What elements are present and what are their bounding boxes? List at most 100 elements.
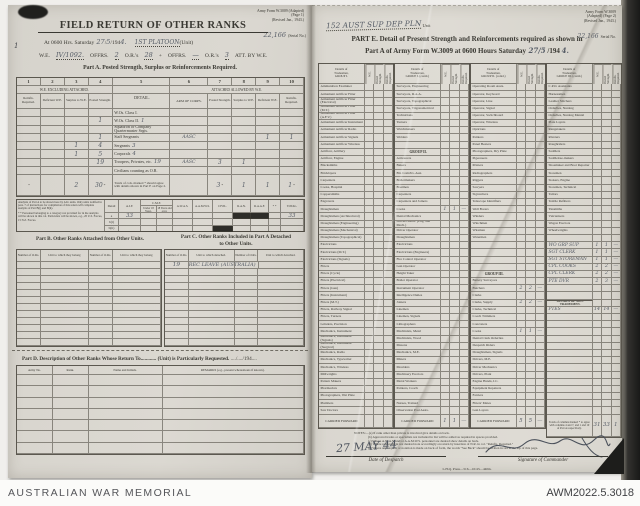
trade-value-cell [535,335,546,343]
despatch-label: Date of Despatch [368,458,404,463]
trade-row: PTES 14 14— [547,306,622,314]
bc-num-cell2 [89,311,113,318]
trade-value-cell [611,393,622,401]
trade-value-cell [459,321,470,329]
trade-value-cell [374,407,384,415]
trade-value-cell [526,112,536,120]
trade-handwritten: WO GRP SUP [548,242,579,248]
trade-value-cell [611,378,622,386]
trade-value-cell [450,270,460,279]
signature-area [482,434,612,458]
trade-value-cell [611,371,622,379]
analysis-row: a 33 33 [105,213,304,220]
part-a-row: 19 Troopers, Privates, etc. 19 AASC 3 1 [17,158,305,168]
trade-row: Mechanics, Radio [319,349,394,358]
trade-row: Printers [471,163,546,171]
trade-value-cell [459,292,470,300]
trade-value-cell [383,148,394,156]
trade-value-cell [374,127,384,135]
arm-cell [170,175,209,197]
trade-name: Fitters (Instrument) [320,292,347,297]
trade-value-cell [440,357,451,365]
trade-name-cell [471,249,517,257]
bc-unit-cell [188,304,235,311]
part-a-row: 1 W.Os. Class II. 1 [17,117,305,126]
trade-name-cell: Vulcanisers [547,213,593,221]
trade-value-cell [611,134,622,142]
unit-handwritten: 1ST PLATOON [134,39,180,47]
trade-value-cell [611,227,622,235]
trade-name: Panel Beaters [472,141,492,146]
analysis-aif: 33 [119,213,141,220]
part-a-table: 1 2 3 4 5 6 7 8 9 10 W.E. EXCLUDING ATTACHED. ATTAC… [16,77,305,198]
trade-name: Bricklayers [320,170,337,175]
trade-value-cell [374,371,384,379]
carried-forward-value [374,414,384,428]
trade-name-cell: Fitters, Turners [319,314,365,322]
part-a-cell [280,125,305,134]
analysis-col: A.A.M.W.S. [193,200,213,213]
trade-value-cell [611,84,622,92]
trade-name: Armament Artificer Fitter (A.F.V.) [320,112,356,119]
trade-row: Moulders [395,364,470,372]
trade-name: Instrument Operator [396,285,425,290]
bc-row [17,290,161,297]
trade-name-cell: Concreters [471,321,517,329]
bc-num-cell2 [234,325,259,332]
part-a-cell [280,117,305,126]
trade-value-handwritten: 2 [595,278,599,284]
trade-value-cell [383,407,394,415]
trade-name-cell: Electricians (Engineers) [395,249,441,257]
trade-name: Saddlers [548,149,561,154]
trade-value-cell [440,213,451,221]
trade-value-cell [611,349,622,358]
trade-value-cell [364,278,375,286]
trade-name: Fitters, Turners [320,314,342,319]
trade-value-cell [459,285,470,293]
value-handwritten: 3 [216,181,221,189]
trade-value-cell [611,400,622,408]
trade-row: PTE DVR 2 3— [547,278,622,286]
trade-value-handwritten: — [461,206,467,212]
trade-name-cell: Driver Operator [395,227,441,235]
trade-value-cell [592,199,603,207]
trade-name: Clerks, Supply [472,299,493,304]
asterisk: * [293,183,295,188]
trade-name-cell: Photographers, Dry Plate [471,148,517,156]
trade-value-cell [374,91,384,99]
trade-value-cell [535,206,546,214]
trade-row: Drivers, M.E. [471,357,546,365]
trade-value-cell [592,371,603,379]
title-date-handwritten: 27/5 [526,46,546,55]
trade-value-cell [602,105,612,113]
trade-value-cell: — [611,270,622,279]
part-a-cell: 3 [208,158,233,168]
trade-value-cell [526,199,536,207]
trade-row [395,141,470,149]
trade-value-cell [459,378,470,386]
trade-value-cell [383,270,394,279]
trade-value-cell [592,342,603,350]
title-year: /194 [545,47,562,55]
trade-value-cell [526,378,536,386]
trade-value-cell [516,199,527,207]
trade-row: Metal Workers [395,378,470,386]
column-header-vertical: Posted Strength. [374,64,384,84]
trade-name-cell: GROUP II. [395,148,441,156]
trade-value-cell [440,84,451,92]
trade-name-cell: Watchmakers [395,127,441,135]
trade-name: Draughtsmen [320,206,339,211]
bc-row [165,297,304,304]
trade-value-cell [374,299,384,307]
trade-name: Drivers, M.E. [472,357,492,362]
trade-name: Surveyors, R.A.A. [396,91,422,96]
trade-row: Watermen [471,234,546,243]
trade-name-cell: Winchmen [471,220,517,228]
trade-value-cell [364,263,375,271]
trade-value-cell [440,105,451,113]
trade-value-cell [450,357,460,365]
trade-name: Despatch Riders [472,343,495,348]
trade-value-cell [516,393,527,401]
trade-row: Observation Post Assts. [395,407,470,415]
margin-mark: 1 [14,42,19,50]
